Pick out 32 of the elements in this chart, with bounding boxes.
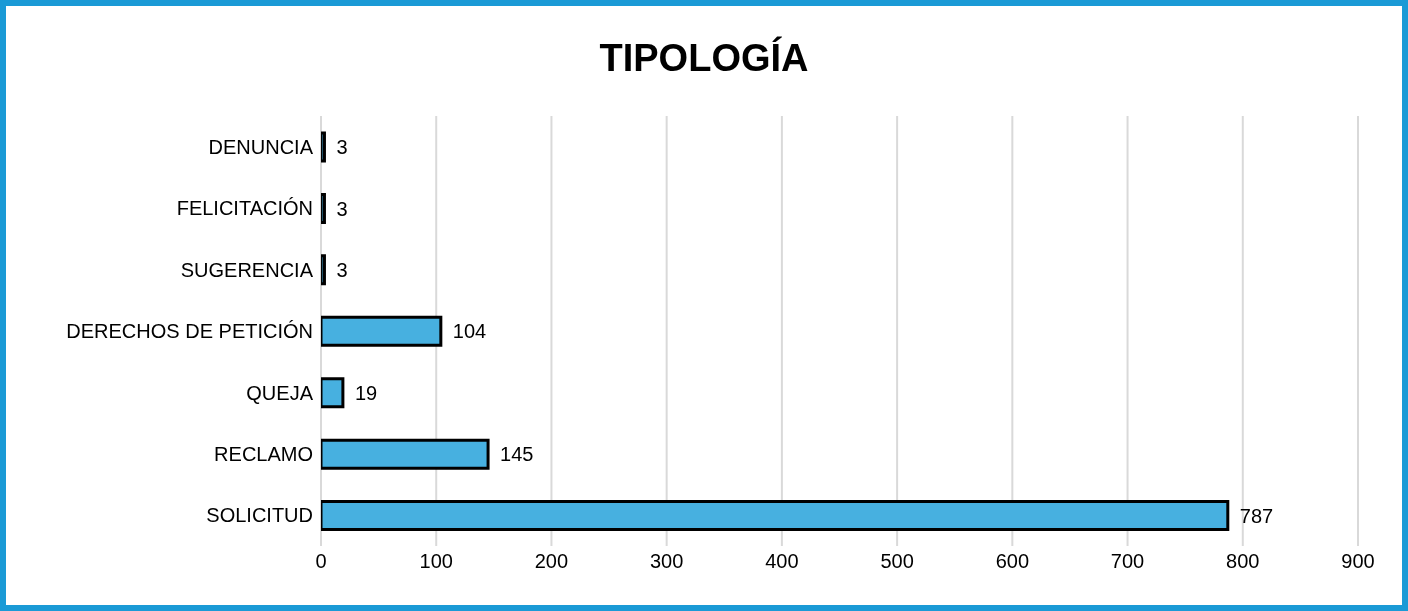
data-label: 104 <box>452 320 487 343</box>
x-tick-label: 700 <box>1110 550 1145 573</box>
x-tick-label: 300 <box>649 550 684 573</box>
x-tick-label: 800 <box>1226 550 1260 573</box>
y-tick-label: DERECHOS DE PETICIÓN <box>66 320 313 343</box>
bar <box>321 500 1230 532</box>
x-tick-label: 600 <box>995 550 1030 573</box>
x-tick-label: 0 <box>315 550 327 573</box>
data-label: 787 <box>1239 504 1274 527</box>
y-tick-label: DENUNCIA <box>208 135 314 158</box>
y-tick-label: SUGERENCIA <box>180 258 314 281</box>
chart-title: TIPOLOGÍA <box>598 35 810 81</box>
y-tick-label: SOLICITUD <box>206 504 313 527</box>
data-label: 3 <box>336 258 348 281</box>
x-tick-label: 100 <box>419 550 453 573</box>
x-tick-label: 200 <box>534 550 569 573</box>
x-tick-label: 500 <box>880 550 914 573</box>
bar <box>321 131 326 163</box>
bar <box>321 192 326 224</box>
y-tick-label: RECLAMO <box>214 442 313 465</box>
data-label: 3 <box>336 197 348 220</box>
y-tick-label: FELICITACIÓN <box>176 197 313 220</box>
data-label: 19 <box>354 381 378 404</box>
x-tick-label: 400 <box>765 550 799 573</box>
data-label: 145 <box>500 443 534 466</box>
bar <box>321 254 326 286</box>
y-tick-label: QUEJA <box>246 381 314 404</box>
bar <box>321 438 490 470</box>
x-tick-label: 900 <box>1341 550 1375 573</box>
data-label: 3 <box>336 136 348 159</box>
bar <box>321 315 443 347</box>
bar <box>321 377 345 409</box>
